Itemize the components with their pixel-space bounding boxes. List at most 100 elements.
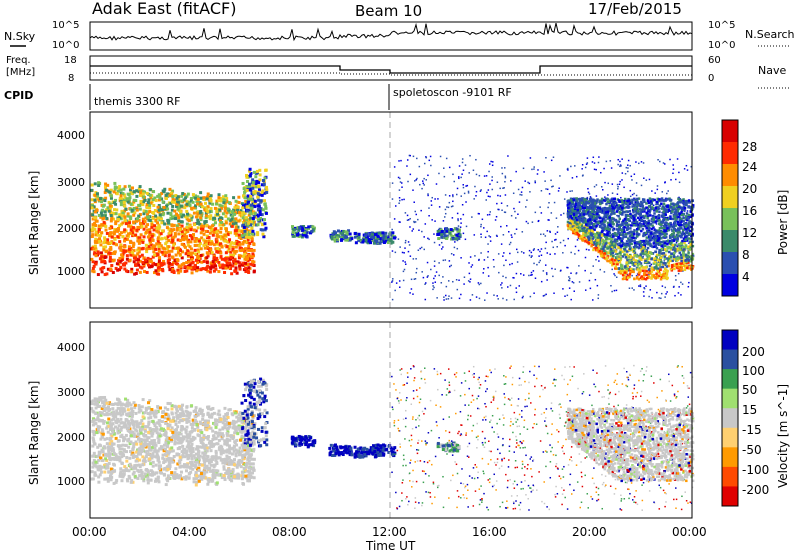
power-pixel	[418, 165, 421, 168]
power-pixel	[531, 168, 533, 171]
power-pixel	[456, 239, 459, 242]
power-pixel	[257, 188, 261, 192]
power-pixel	[584, 256, 587, 259]
power-pixel	[616, 208, 619, 212]
power-pixel	[192, 195, 196, 199]
power-pixel	[547, 206, 549, 209]
power-pixel	[661, 265, 665, 269]
power-pixel	[469, 281, 471, 283]
power-pixel	[589, 287, 592, 290]
power-pixel	[406, 219, 409, 221]
power-pixel	[507, 230, 510, 233]
power-pixel	[665, 293, 667, 295]
power-pixel	[670, 269, 674, 272]
power-pixel	[122, 187, 126, 191]
power-pixel	[130, 192, 134, 196]
power-pixel	[421, 230, 423, 233]
power-pixel	[96, 250, 100, 254]
power-pixel	[263, 202, 267, 206]
power-pixel	[252, 223, 256, 227]
power-pixel	[610, 243, 614, 246]
power-pixel	[309, 231, 313, 235]
power-pixel	[247, 221, 251, 225]
power-pixel	[675, 229, 678, 233]
power-pixel	[148, 230, 152, 234]
power-pixel	[256, 192, 260, 196]
power-pixel	[670, 228, 673, 230]
power-pixel	[186, 239, 190, 243]
power-pixel	[219, 255, 223, 259]
power-pixel	[156, 266, 160, 270]
power-pixel	[478, 259, 480, 261]
power-pixel	[488, 235, 490, 237]
power-pixel	[399, 221, 401, 223]
power-pixel	[150, 225, 154, 229]
power-pixel	[228, 244, 232, 248]
power-pixel	[140, 225, 144, 229]
power-pixel	[586, 157, 589, 159]
power-pixel	[252, 260, 256, 264]
power-pixel	[225, 197, 229, 201]
power-pixel	[123, 215, 127, 219]
power-pixel	[558, 187, 560, 189]
power-pixel	[427, 193, 429, 195]
power-pixel	[170, 262, 174, 266]
power-pixel	[398, 280, 401, 282]
power-pixel	[145, 270, 149, 274]
power-pixel	[119, 243, 123, 247]
power-pixel	[224, 251, 228, 255]
power-pixel	[546, 252, 549, 254]
power-pixel	[455, 233, 459, 237]
power-pixel	[196, 239, 200, 243]
power-pixel	[654, 250, 657, 253]
power-pixel	[237, 254, 241, 258]
power-pixel	[471, 216, 473, 218]
power-pixel	[145, 191, 149, 195]
power-pixel	[620, 264, 624, 268]
power-pixel	[592, 265, 594, 267]
power-pixel	[627, 159, 630, 162]
power-pixel	[176, 251, 180, 255]
power-pixel	[94, 223, 98, 227]
power-pixel	[585, 163, 588, 165]
power-pixel	[110, 235, 114, 239]
power-pixel	[689, 244, 693, 248]
power-pixel	[228, 238, 232, 242]
power-pixel	[424, 223, 427, 225]
power-pixel	[525, 220, 528, 223]
power-pixel	[624, 256, 628, 259]
power-pixel	[188, 263, 192, 267]
power-pixel	[611, 192, 614, 194]
power-pixel	[179, 220, 183, 224]
power-pixel	[174, 253, 178, 257]
power-pixel	[598, 260, 600, 262]
power-pixel	[442, 246, 444, 248]
power-pixel	[238, 267, 242, 271]
power-pixel	[137, 218, 141, 222]
power-pixel	[177, 232, 181, 236]
power-pixel	[381, 231, 385, 235]
power-pixel	[221, 212, 225, 216]
power-pixel	[125, 257, 129, 261]
power-pixel	[265, 185, 269, 189]
power-pixel	[102, 245, 106, 249]
power-pixel	[458, 279, 460, 282]
power-pixel	[211, 202, 215, 206]
power-pixel	[129, 246, 133, 250]
power-pixel	[673, 220, 676, 223]
power-pixel	[123, 228, 127, 232]
power-pixel	[247, 197, 251, 201]
power-pixel	[548, 202, 550, 204]
power-pixel	[675, 233, 679, 237]
power-pixel	[503, 187, 505, 189]
power-pixel	[547, 219, 549, 221]
power-pixel	[398, 202, 400, 204]
power-pixel	[514, 210, 516, 213]
power-pixel	[202, 243, 206, 247]
power-pixel	[615, 289, 618, 292]
power-pixel	[115, 208, 119, 212]
power-pixel	[118, 245, 122, 249]
power-pixel	[456, 229, 460, 233]
power-pixel	[560, 214, 562, 216]
power-pixel	[481, 218, 484, 221]
